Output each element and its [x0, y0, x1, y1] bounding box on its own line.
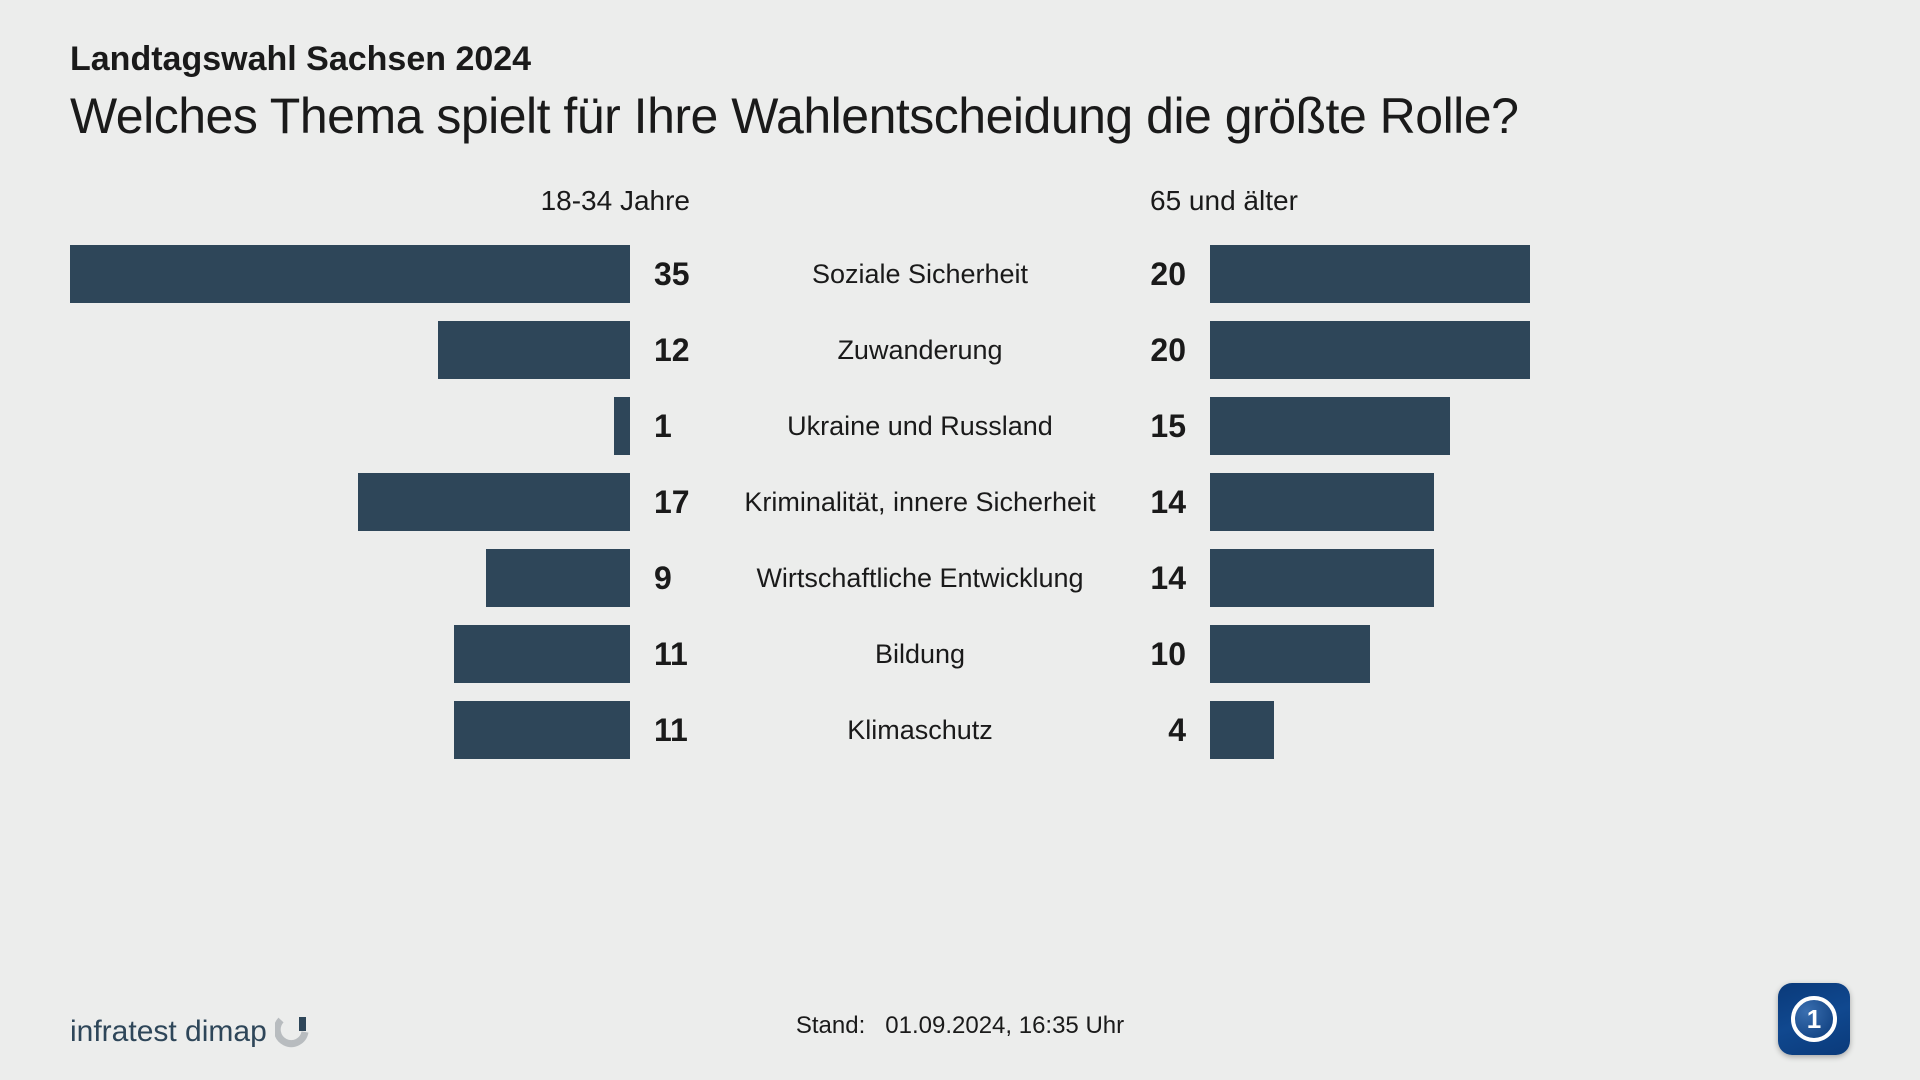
bar-right-wrap	[1210, 245, 1770, 303]
value-right: 14	[1130, 484, 1210, 521]
category-label: Soziale Sicherheit	[710, 259, 1130, 290]
bar-right	[1210, 397, 1450, 455]
broadcaster-symbol: 1	[1807, 1004, 1821, 1035]
stand-prefix: Stand:	[796, 1012, 865, 1039]
value-right: 15	[1130, 408, 1210, 445]
timestamp-label: Stand: 01.09.2024, 16:35 Uhr	[796, 1012, 1124, 1040]
source-logo-text: infratest dimap	[70, 1015, 267, 1049]
bar-right	[1210, 549, 1434, 607]
stand-value: 01.09.2024, 16:35 Uhr	[885, 1012, 1124, 1039]
bar-left-wrap	[70, 321, 630, 379]
category-label: Zuwanderung	[710, 335, 1130, 366]
bar-left-wrap	[70, 397, 630, 455]
bar-right	[1210, 625, 1370, 683]
bar-left-wrap	[70, 625, 630, 683]
bar-right	[1210, 321, 1530, 379]
bar-right	[1210, 245, 1530, 303]
category-label: Klimaschutz	[710, 715, 1130, 746]
value-right: 10	[1130, 636, 1210, 673]
value-right: 14	[1130, 560, 1210, 597]
bar-left-wrap	[70, 701, 630, 759]
bar-left-wrap	[70, 245, 630, 303]
bar-right-wrap	[1210, 549, 1770, 607]
bar-right	[1210, 701, 1274, 759]
value-left: 1	[630, 408, 710, 445]
bar-left	[438, 321, 630, 379]
value-right: 20	[1130, 256, 1210, 293]
bar-right-wrap	[1210, 397, 1770, 455]
category-label: Bildung	[710, 639, 1130, 670]
source-logo: infratest dimap	[70, 1014, 311, 1050]
category-label: Kriminalität, innere Sicherheit	[710, 487, 1130, 518]
value-right: 4	[1130, 712, 1210, 749]
category-label: Ukraine und Russland	[710, 411, 1130, 442]
bar-left-wrap	[70, 473, 630, 531]
bar-right-wrap	[1210, 625, 1770, 683]
dimap-icon	[275, 1014, 311, 1050]
diverging-bar-chart: 18-34 Jahre 65 und älter 35Soziale Siche…	[70, 185, 1850, 759]
value-left: 12	[630, 332, 710, 369]
bar-left	[614, 397, 630, 455]
value-left: 17	[630, 484, 710, 521]
value-right: 20	[1130, 332, 1210, 369]
bar-right-wrap	[1210, 701, 1770, 759]
bar-right-wrap	[1210, 321, 1770, 379]
bar-right	[1210, 473, 1434, 531]
value-left: 9	[630, 560, 710, 597]
right-group-header: 65 und älter	[1130, 185, 1770, 227]
globe-icon: 1	[1791, 996, 1837, 1042]
page-subtitle: Landtagswahl Sachsen 2024	[70, 40, 1850, 79]
category-label: Wirtschaftliche Entwicklung	[710, 563, 1130, 594]
bar-left-wrap	[70, 549, 630, 607]
bar-left	[486, 549, 630, 607]
value-left: 11	[630, 712, 710, 749]
center-spacer	[710, 201, 1130, 211]
broadcaster-logo: 1	[1778, 983, 1850, 1055]
bar-left	[454, 625, 630, 683]
bar-right-wrap	[1210, 473, 1770, 531]
left-group-header: 18-34 Jahre	[70, 185, 710, 227]
bar-left	[358, 473, 630, 531]
value-left: 35	[630, 256, 710, 293]
page-title: Welches Thema spielt für Ihre Wahlentsch…	[70, 87, 1850, 145]
bar-left	[454, 701, 630, 759]
bar-left	[70, 245, 630, 303]
value-left: 11	[630, 636, 710, 673]
